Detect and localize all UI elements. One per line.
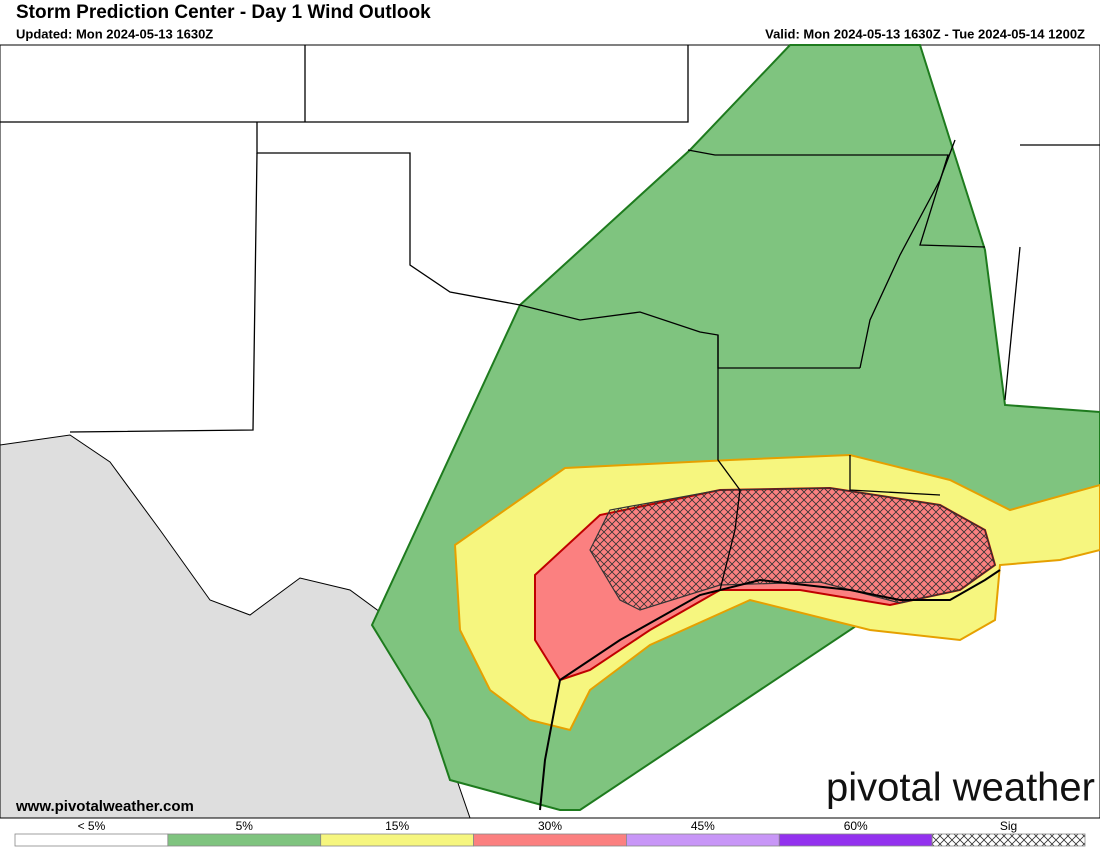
legend-swatch: [778, 833, 933, 847]
legend-swatch: [14, 833, 169, 847]
logo: pivotal weather: [826, 766, 1095, 810]
legend-swatch: [167, 833, 322, 847]
borders: [0, 45, 1100, 591]
legend-label: 60%: [844, 819, 868, 833]
updated: Updated: Mon 2024-05-13 1630Z: [16, 26, 213, 41]
legend-label: 45%: [691, 819, 715, 833]
title: Storm Prediction Center - Day 1 Wind Out…: [16, 2, 431, 23]
map: www.pivotalweather.com pivotal weather: [0, 44, 1100, 819]
legend-swatch: [320, 833, 474, 847]
legend-label: < 5%: [78, 819, 106, 833]
legend-swatch: [473, 833, 627, 847]
legend-swatch: [626, 833, 780, 847]
website: www.pivotalweather.com: [15, 798, 194, 815]
legend-label: 15%: [385, 819, 409, 833]
legend-label: Sig: [1000, 819, 1017, 833]
valid: Valid: Mon 2024-05-13 1630Z - Tue 2024-0…: [765, 26, 1085, 41]
legend-label: 5%: [236, 819, 254, 833]
legend-swatch: [931, 833, 1086, 847]
coastline: [539, 569, 1001, 811]
risk-sig: [589, 487, 996, 611]
legend: < 5% 5% 15% 30% 45% 60% Sig: [14, 819, 1086, 847]
legend-label: 30%: [538, 819, 562, 833]
mexico: [0, 434, 471, 819]
